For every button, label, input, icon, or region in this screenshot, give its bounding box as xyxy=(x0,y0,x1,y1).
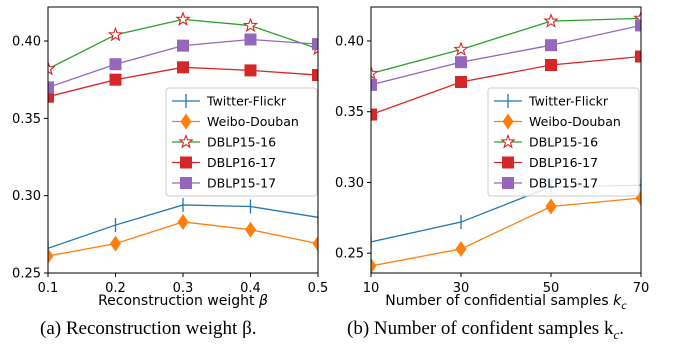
panel-b-axes-frame xyxy=(370,6,642,274)
panel-a-legend-marker-4 xyxy=(180,177,192,189)
panel-b-chart: 10 30 50 70 0.25 0.30 0.35 0.40 Number of confid… xyxy=(335,6,650,312)
panel-a-legend-marker-1 xyxy=(180,113,192,130)
panel-a-series-3-point-1 xyxy=(109,73,122,86)
caption-b-end: . xyxy=(619,318,624,339)
panel-b-series-line-1 xyxy=(371,197,641,267)
panel-b-x-tick-label-3: 70 xyxy=(633,281,650,296)
panel-a-series-2-point-0 xyxy=(48,60,56,76)
panel-a-legend-label-4: DBLP15-17 xyxy=(207,176,276,191)
panel-a-chart: 0.1 0.2 0.3 0.4 0.5 0.25 0.30 0.35 0.40 Reconstru… xyxy=(12,6,329,309)
panel-a-series-1-point-4 xyxy=(312,235,318,252)
caption-b-text: (b) Number of confident samples k xyxy=(347,318,614,339)
panel-b-x-axis-label: Number of confidential samples kc xyxy=(385,293,627,312)
panel-a-series-2-point-1 xyxy=(107,26,124,42)
panel-b-series-1-point-3 xyxy=(635,190,641,207)
panel-a-y-tick-label-3: 0.40 xyxy=(12,35,41,50)
panel-b-legend-marker-3 xyxy=(502,156,514,169)
panel-a-series-1-point-3 xyxy=(245,221,256,238)
panel-a-legend-label-3: DBLP16-17 xyxy=(207,155,276,170)
panel-b-series-3-point-2 xyxy=(545,59,557,72)
caption-b: (b) Number of confident samples kc. xyxy=(347,318,624,343)
panel-b-legend: Twitter-Flickr Weibo-Douban DBLP15-16 DBLP1… xyxy=(487,87,640,197)
panel-b-y-tick-label-2: 0.35 xyxy=(335,105,364,120)
panel-b-y-tick-label-3: 0.40 xyxy=(335,34,364,49)
panel-b-series-1-point-0 xyxy=(371,257,377,273)
panel-b-x-tick-label-1: 30 xyxy=(453,281,470,296)
panel-b-y-tick-label-0: 0.25 xyxy=(335,247,364,262)
panel-a-series-4-point-2 xyxy=(177,39,189,52)
panel-a-series-2-point-3 xyxy=(242,17,259,33)
panel-a-legend-marker-3 xyxy=(180,156,192,169)
panel-b-series-2-point-2 xyxy=(543,13,559,28)
panel-b-x-tick-label-2: 50 xyxy=(543,281,560,296)
panel-a-series-1-point-0 xyxy=(48,247,54,264)
panel-b-series-1-point-1 xyxy=(455,240,467,257)
panel-a-x-tick-label-4: 0.5 xyxy=(308,281,329,296)
caption-b-subscript: c xyxy=(613,326,620,342)
panel-b-legend-label-1: Weibo-Douban xyxy=(529,114,621,129)
panel-b-series-3-point-0 xyxy=(371,108,377,121)
panel-b-series-3-point-3 xyxy=(635,50,641,63)
panel-a-x-tick-label-1: 0.2 xyxy=(105,281,126,296)
panel-b-legend-marker-2 xyxy=(500,133,516,149)
panel-a-y-tick-label-0: 0.25 xyxy=(12,267,41,282)
panel-b-legend-label-4: DBLP15-17 xyxy=(529,176,598,191)
panel-b-legend-box xyxy=(487,87,640,197)
panel-a-series-3-point-4 xyxy=(312,69,318,82)
panel-b-series-line-4 xyxy=(371,24,641,86)
panel-b-series-4-point-3 xyxy=(635,19,641,32)
panel-b-legend-label-3: DBLP16-17 xyxy=(529,155,598,170)
panel-a-series-1-point-1 xyxy=(110,235,121,252)
panel-b-series-line-3 xyxy=(371,55,641,116)
panel-a-series-3-point-2 xyxy=(177,61,189,74)
panel-b-series-2-point-1 xyxy=(453,41,469,56)
panel-a-legend-marker-2 xyxy=(178,133,194,149)
panel-a-series-2-point-2 xyxy=(175,11,191,26)
panel-a-plot-area xyxy=(48,11,318,264)
panel-b-x-tick-label-0: 10 xyxy=(363,281,380,296)
panel-a-x-tick-label-0: 0.1 xyxy=(38,281,59,296)
panel-b-legend-label-2: DBLP15-16 xyxy=(529,135,598,150)
panel-b-series-4-point-0 xyxy=(371,78,377,91)
panel-a-legend-label-2: DBLP15-16 xyxy=(207,135,276,150)
panel-b-legend-marker-1 xyxy=(502,113,514,130)
panel-a-series-1-point-2 xyxy=(177,213,189,230)
panel-a-series-3-point-3 xyxy=(244,64,257,77)
panel-a-x-tick-label-2: 0.3 xyxy=(173,281,194,296)
panel-a-series-4-point-4 xyxy=(312,38,318,51)
panel-a-legend-label-0: Twitter-Flickr xyxy=(206,94,287,109)
panel-b-series-3-point-1 xyxy=(455,75,467,88)
caption-a: (a) Reconstruction weight β. xyxy=(40,318,257,340)
panel-b-legend-marker-4 xyxy=(502,177,514,189)
panel-a-series-4-point-1 xyxy=(109,58,122,71)
panel-a-x-axis-label: Reconstruction weight β xyxy=(98,293,268,309)
panel-a-legend-box xyxy=(165,87,318,197)
panel-b-legend-label-0: Twitter-Flickr xyxy=(528,94,609,109)
panel-a-x-tick-label-3: 0.4 xyxy=(240,281,261,296)
panel-a-legend: Twitter-Flickr Weibo-Douban DBLP15-16 DBLP1… xyxy=(165,87,318,197)
panel-b-y-tick-label-1: 0.30 xyxy=(335,176,364,191)
panel-a-y-tick-label-2: 0.35 xyxy=(12,112,41,127)
panel-b-series-line-2 xyxy=(371,17,641,75)
caption-a-text: (a) Reconstruction weight β. xyxy=(40,318,257,339)
panel-a-y-tick-label-1: 0.30 xyxy=(12,189,41,204)
panel-a-series-4-point-3 xyxy=(244,33,257,46)
panel-a-series-3-point-0 xyxy=(48,90,54,103)
panel-a-series-4-point-0 xyxy=(48,81,54,94)
panel-b-series-2-point-0 xyxy=(371,65,379,81)
panel-b-series-4-point-1 xyxy=(455,56,467,69)
panel-b-series-1-point-2 xyxy=(545,198,557,215)
panel-a-legend-label-1: Weibo-Douban xyxy=(207,114,299,129)
panel-b-series-4-point-2 xyxy=(545,39,557,52)
